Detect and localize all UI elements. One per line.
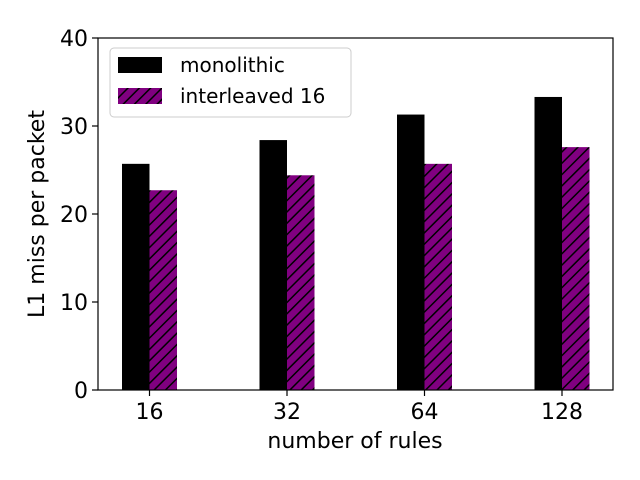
y-tick-label: 10 — [60, 291, 88, 316]
legend-label-interleaved: interleaved 16 — [180, 84, 325, 108]
y-tick-label: 30 — [60, 115, 88, 140]
y-tick-label: 20 — [60, 203, 88, 228]
bar-interleaved-16-32 — [287, 175, 315, 390]
x-tick-label: 64 — [411, 400, 439, 425]
y-tick-label: 40 — [60, 27, 88, 52]
legend: monolithic interleaved 16 — [109, 47, 352, 118]
bars-group — [122, 96, 590, 391]
x-tick-label: 128 — [541, 400, 583, 425]
x-axis-label: number of rules — [267, 429, 442, 454]
y-axis-label: L1 miss per packet — [25, 110, 50, 318]
legend-box — [109, 47, 352, 118]
bar-interleaved-16-16 — [149, 190, 177, 390]
legend-swatch-interleaved — [118, 88, 162, 104]
x-axis: 16 32 64 128 — [136, 390, 583, 425]
x-tick-label: 16 — [136, 400, 164, 425]
bar-monolithic-64 — [397, 114, 425, 390]
bar-interleaved-16-64 — [424, 163, 452, 390]
x-tick-label: 32 — [273, 400, 301, 425]
legend-label-monolithic: monolithic — [180, 53, 285, 77]
bar-monolithic-16 — [122, 163, 150, 390]
legend-swatch-monolithic — [118, 57, 162, 73]
y-tick-label: 0 — [74, 379, 88, 404]
bar-interleaved-16-128 — [562, 147, 590, 390]
bar-monolithic-128 — [534, 96, 562, 391]
y-axis: 0 10 20 30 40 — [60, 27, 98, 404]
bar-monolithic-32 — [259, 140, 287, 390]
